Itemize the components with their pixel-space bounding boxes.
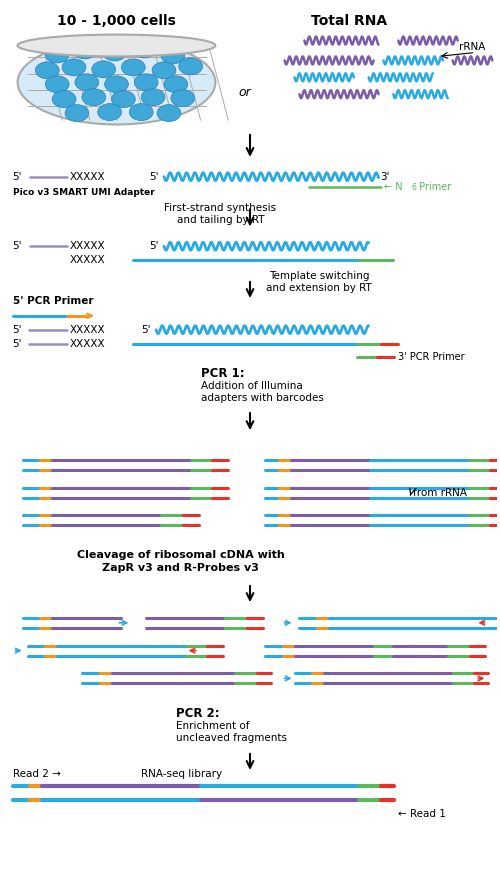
- Text: 5' PCR Primer: 5' PCR Primer: [12, 295, 93, 306]
- Ellipse shape: [132, 41, 156, 58]
- Ellipse shape: [82, 89, 106, 106]
- Text: 5': 5': [12, 242, 22, 251]
- Ellipse shape: [171, 90, 194, 107]
- Text: Addition of Illumina: Addition of Illumina: [200, 381, 302, 391]
- Text: ← Read 1: ← Read 1: [398, 808, 446, 819]
- Ellipse shape: [122, 59, 145, 76]
- Text: 5': 5': [149, 242, 158, 251]
- Ellipse shape: [179, 58, 203, 75]
- Ellipse shape: [36, 62, 59, 79]
- Text: ← N: ← N: [384, 182, 402, 191]
- Text: or: or: [238, 86, 252, 99]
- Ellipse shape: [92, 61, 116, 78]
- Ellipse shape: [46, 76, 69, 93]
- Ellipse shape: [164, 76, 188, 93]
- Ellipse shape: [134, 74, 158, 90]
- Text: Template switching: Template switching: [269, 271, 370, 281]
- Ellipse shape: [52, 90, 76, 108]
- Text: XXXXX: XXXXX: [70, 172, 106, 182]
- Ellipse shape: [130, 103, 153, 121]
- Text: Primer: Primer: [416, 182, 452, 191]
- Text: 10 - 1,000 cells: 10 - 1,000 cells: [57, 14, 176, 28]
- Text: 5': 5': [149, 172, 158, 182]
- Ellipse shape: [46, 46, 69, 63]
- Ellipse shape: [65, 104, 89, 122]
- Text: 6: 6: [411, 182, 416, 191]
- Text: Total RNA: Total RNA: [311, 14, 387, 28]
- Ellipse shape: [73, 42, 96, 59]
- Text: XXXXX: XXXXX: [70, 255, 106, 265]
- Ellipse shape: [62, 59, 86, 76]
- Text: from rRNA: from rRNA: [413, 488, 467, 498]
- Text: First-strand synthesis: First-strand synthesis: [164, 203, 276, 214]
- Text: XXXXX: XXXXX: [70, 339, 106, 348]
- Text: Read 2 →: Read 2 →: [12, 769, 60, 779]
- Ellipse shape: [75, 74, 98, 90]
- Text: adapters with barcodes: adapters with barcodes: [200, 394, 324, 403]
- Text: 3': 3': [380, 172, 390, 182]
- Text: ZapR v3 and R-Probes v3: ZapR v3 and R-Probes v3: [102, 563, 259, 574]
- Ellipse shape: [112, 90, 136, 108]
- Text: RNA-seq library: RNA-seq library: [141, 769, 222, 779]
- Text: Pico v3 SMART UMI Adapter: Pico v3 SMART UMI Adapter: [12, 188, 154, 197]
- Ellipse shape: [98, 103, 122, 121]
- Text: 3' PCR Primer: 3' PCR Primer: [398, 353, 465, 362]
- Text: PCR 2:: PCR 2:: [176, 706, 220, 720]
- Text: Enrichment of: Enrichment of: [176, 721, 250, 731]
- Text: Cleavage of ribosomal cDNA with: Cleavage of ribosomal cDNA with: [77, 550, 284, 561]
- Text: 5': 5': [12, 339, 22, 348]
- Ellipse shape: [141, 89, 165, 106]
- Ellipse shape: [18, 40, 216, 124]
- Text: rRNA: rRNA: [459, 43, 485, 52]
- Text: 5': 5': [12, 325, 22, 335]
- Ellipse shape: [102, 44, 126, 61]
- Ellipse shape: [152, 62, 176, 79]
- Text: 5': 5': [12, 172, 22, 182]
- Text: XXXXX: XXXXX: [70, 325, 106, 335]
- Text: 5': 5': [141, 325, 150, 335]
- Ellipse shape: [18, 35, 216, 56]
- Text: and extension by RT: and extension by RT: [266, 283, 372, 293]
- Text: uncleaved fragments: uncleaved fragments: [176, 733, 287, 743]
- Ellipse shape: [157, 104, 181, 122]
- Ellipse shape: [161, 47, 184, 64]
- Ellipse shape: [104, 76, 128, 93]
- Text: and tailing by RT: and tailing by RT: [176, 216, 264, 225]
- Text: PCR 1:: PCR 1:: [200, 367, 244, 380]
- Text: XXXXX: XXXXX: [70, 242, 106, 251]
